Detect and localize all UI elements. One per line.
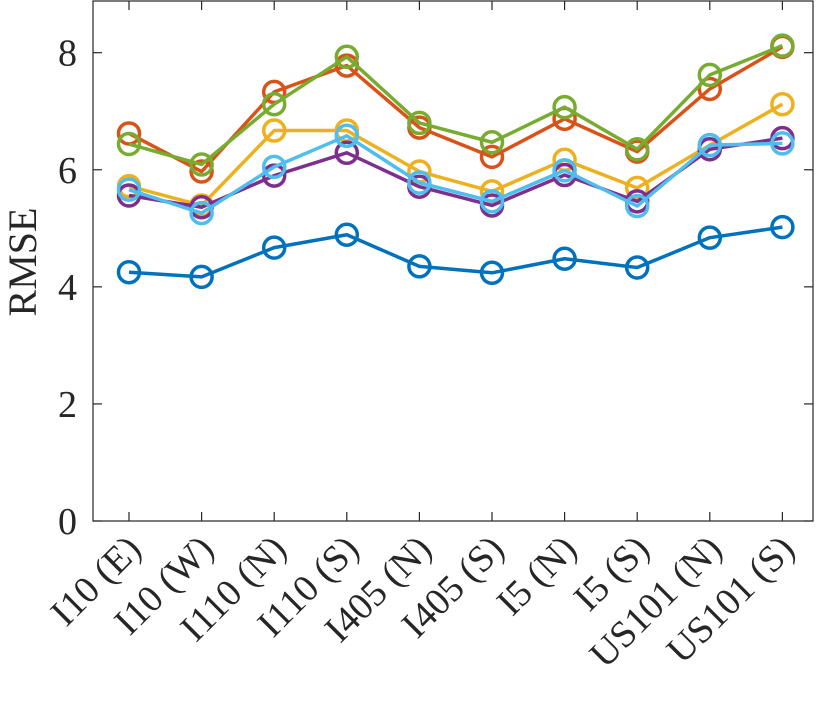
data-point bbox=[770, 33, 795, 58]
data-point bbox=[479, 189, 505, 214]
data-point bbox=[334, 44, 360, 70]
data-point bbox=[189, 159, 214, 184]
data-point bbox=[261, 235, 287, 260]
data-point bbox=[624, 255, 650, 280]
y-tick-label: 2 bbox=[58, 384, 77, 426]
data-point bbox=[697, 225, 723, 250]
data-point bbox=[479, 260, 505, 286]
data-point bbox=[479, 130, 505, 155]
data-point bbox=[407, 170, 432, 195]
series-line bbox=[128, 102, 784, 208]
data-point bbox=[697, 62, 723, 88]
series-line bbox=[128, 44, 784, 167]
series-line bbox=[128, 134, 783, 215]
series-line bbox=[128, 225, 783, 279]
data-point bbox=[334, 123, 360, 149]
data-point bbox=[624, 175, 650, 201]
data-point bbox=[697, 76, 723, 102]
data-point bbox=[261, 91, 287, 117]
data-point bbox=[334, 140, 360, 166]
data-point bbox=[189, 200, 214, 226]
data-point bbox=[624, 193, 650, 219]
data-point bbox=[189, 264, 214, 290]
data-point bbox=[116, 131, 142, 157]
data-point bbox=[624, 137, 650, 162]
y-tick-label: 8 bbox=[58, 33, 77, 75]
data-point bbox=[552, 158, 577, 183]
data-point bbox=[334, 222, 360, 247]
data-point bbox=[697, 132, 723, 158]
data-point bbox=[552, 94, 577, 120]
series-line bbox=[128, 45, 784, 174]
data-point bbox=[770, 214, 795, 240]
data-point bbox=[479, 144, 505, 170]
y-tick-label: 6 bbox=[58, 150, 77, 192]
data-point bbox=[116, 259, 142, 285]
y-axis-title: RMSE bbox=[0, 208, 45, 317]
data-point bbox=[770, 131, 795, 156]
data-point bbox=[770, 91, 795, 117]
data-point bbox=[407, 110, 432, 136]
data-point bbox=[116, 121, 142, 146]
y-tick-label: 4 bbox=[58, 267, 77, 309]
axes-box bbox=[92, 0, 814, 522]
data-point bbox=[189, 152, 214, 177]
data-point bbox=[261, 154, 287, 180]
x-tick-label: I5 (N) bbox=[489, 528, 585, 624]
y-tick-label: 0 bbox=[58, 501, 77, 543]
data-point bbox=[116, 177, 142, 202]
data-point bbox=[407, 254, 432, 279]
data-point bbox=[552, 246, 577, 271]
data-point bbox=[261, 118, 287, 143]
